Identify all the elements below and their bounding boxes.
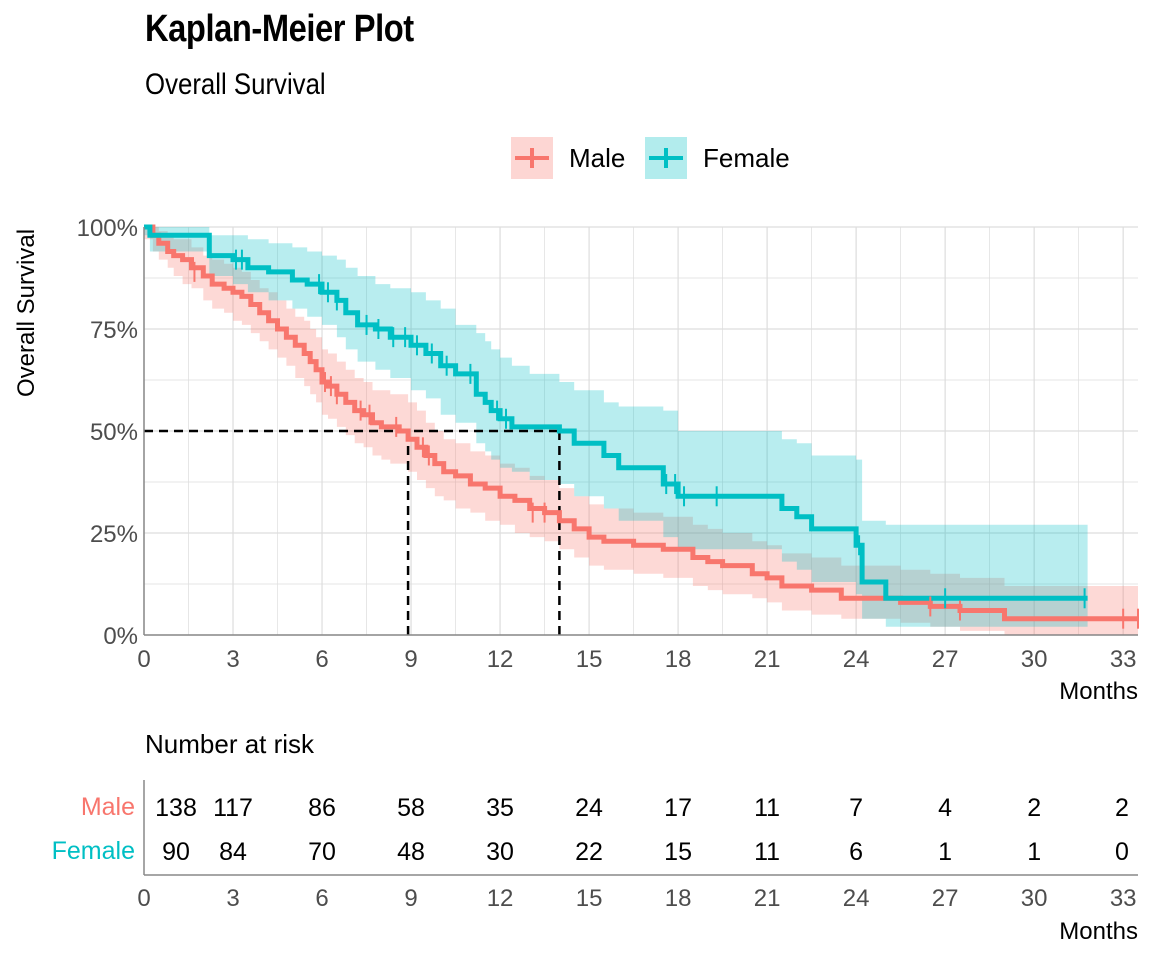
risk-value-male: 11 [754, 794, 780, 822]
risk-x-tick-label: 6 [315, 885, 328, 912]
risk-value-female: 70 [308, 838, 336, 866]
risk-value-male: 58 [397, 794, 425, 822]
risk-value-male: 138 [155, 794, 197, 822]
risk-value-male: 2 [1115, 794, 1129, 822]
x-axis-title: Months [1059, 678, 1138, 705]
legend-female: Female [645, 137, 790, 179]
risk-x-tick-label: 21 [754, 885, 781, 912]
chart-title: Kaplan-Meier Plot [145, 8, 414, 50]
risk-x-tick-label: 0 [137, 885, 150, 912]
x-tick-label: 0 [137, 646, 150, 673]
survival-curve-female [144, 224, 1088, 601]
censor-marks [193, 249, 1139, 629]
x-tick-label: 27 [932, 646, 959, 673]
risk-value-female: 84 [219, 838, 247, 866]
risk-table-title: Number at risk [145, 729, 315, 759]
risk-x-tick-label: 12 [487, 885, 514, 912]
risk-value-female: 11 [754, 838, 780, 866]
risk-x-tick-label: 9 [404, 885, 417, 912]
risk-value-female: 6 [849, 838, 863, 866]
axes: 0% 25% 50% 75% 100% 0 3 6 9 12 15 18 21 24 27 30 33 [77, 215, 1138, 673]
risk-value-male: 4 [938, 794, 952, 822]
y-tick-label: 0% [103, 623, 138, 650]
legend: Male Female [511, 137, 790, 179]
x-tick-label: 15 [576, 646, 603, 673]
x-tick-label: 9 [404, 646, 417, 673]
grid [143, 226, 1138, 636]
risk-value-female: 1 [938, 838, 952, 866]
risk-row-label-female: Female [52, 837, 135, 865]
risk-x-tick-label: 30 [1021, 885, 1048, 912]
risk-value-male: 17 [664, 794, 692, 822]
y-tick-label: 75% [90, 317, 138, 344]
x-tick-label: 30 [1021, 646, 1048, 673]
risk-value-female: 30 [486, 838, 514, 866]
x-tick-label: 12 [487, 646, 514, 673]
risk-value-female: 1 [1027, 838, 1041, 866]
risk-value-male: 86 [308, 794, 336, 822]
risk-value-male: 7 [849, 794, 863, 822]
risk-x-tick-label: 15 [576, 885, 603, 912]
risk-row-label-male: Male [81, 793, 135, 821]
x-tick-label: 24 [843, 646, 870, 673]
risk-value-female: 0 [1115, 838, 1129, 866]
ci-band-male [144, 227, 1138, 635]
risk-value-male: 35 [486, 794, 514, 822]
survival-curve-male [144, 224, 1138, 622]
chart-subtitle: Overall Survival [145, 68, 326, 101]
median-lines [144, 429, 561, 635]
risk-value-female: 22 [575, 838, 603, 866]
x-tick-label: 33 [1110, 646, 1137, 673]
x-tick-label: 18 [665, 646, 692, 673]
y-tick-label: 100% [77, 215, 138, 242]
legend-male: Male [511, 137, 625, 179]
legend-female-label: Female [703, 143, 790, 173]
y-tick-label: 50% [90, 419, 138, 446]
risk-value-male: 24 [575, 794, 603, 822]
risk-x-tick-label: 27 [932, 885, 959, 912]
y-tick-label: 25% [90, 521, 138, 548]
risk-value-female: 90 [162, 838, 190, 866]
risk-x-tick-label: 3 [226, 885, 239, 912]
legend-male-label: Male [569, 143, 625, 173]
risk-x-tick-label: 24 [843, 885, 870, 912]
risk-x-tick-label: 18 [665, 885, 692, 912]
risk-value-male: 2 [1027, 794, 1041, 822]
x-tick-label: 3 [226, 646, 239, 673]
risk-x-axis-title: Months [1059, 918, 1138, 945]
survival-curves [144, 224, 1138, 622]
risk-value-male: 117 [213, 794, 253, 822]
risk-value-female: 15 [664, 838, 692, 866]
x-tick-label: 21 [754, 646, 781, 673]
risk-x-tick-label: 33 [1110, 885, 1137, 912]
y-axis-title: Overall Survival [13, 229, 40, 397]
x-tick-label: 6 [315, 646, 328, 673]
risk-value-female: 48 [397, 838, 425, 866]
